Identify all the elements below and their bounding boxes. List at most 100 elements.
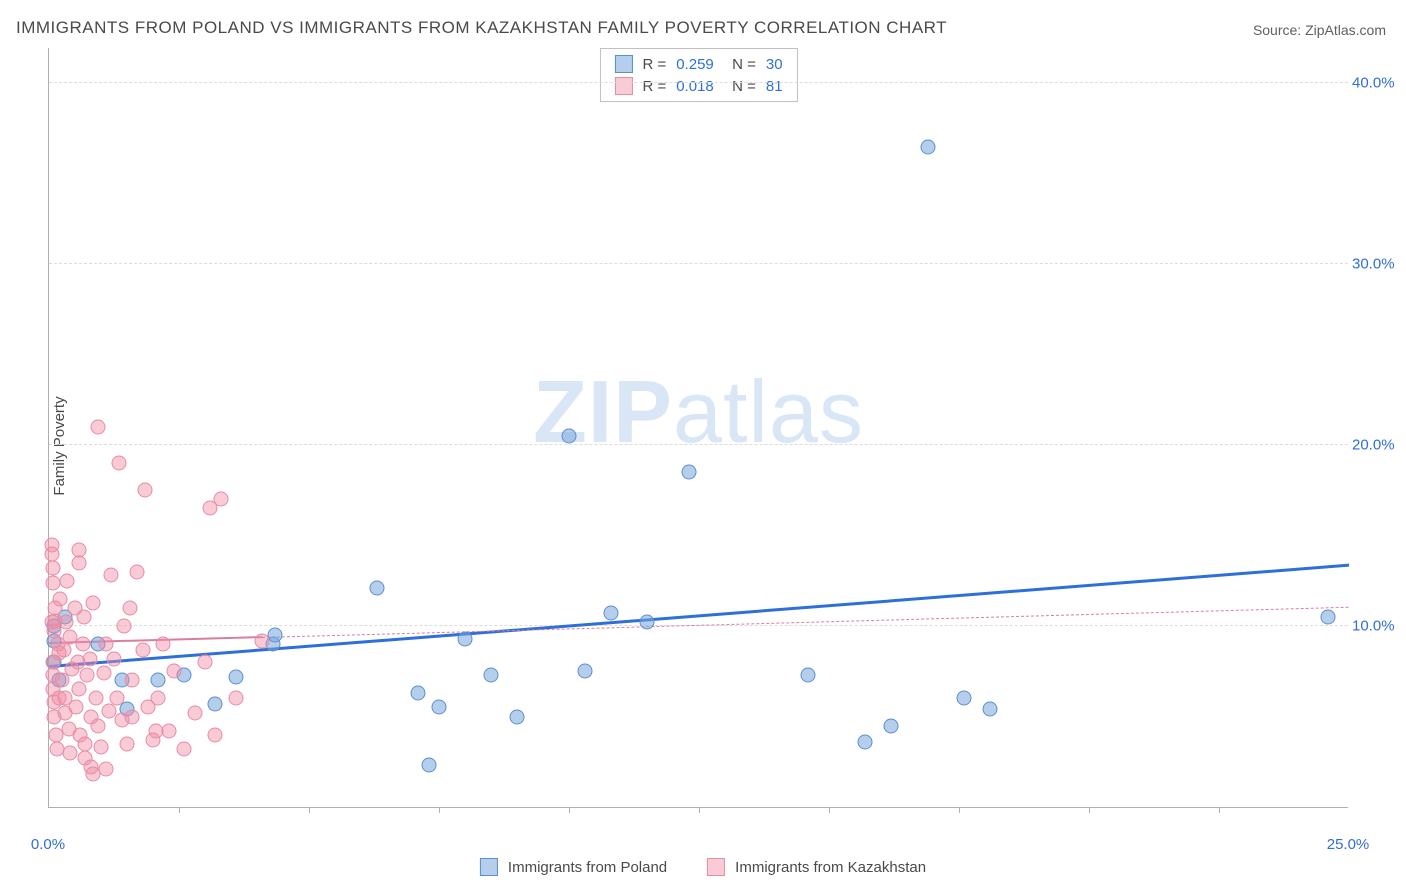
r-label: R = bbox=[642, 78, 666, 95]
data-point-kazakhstan bbox=[86, 595, 101, 610]
gridline bbox=[49, 263, 1348, 264]
data-point-poland bbox=[268, 628, 283, 643]
swatch-pink-icon bbox=[707, 858, 725, 876]
data-point-kazakhstan bbox=[94, 740, 109, 755]
source-attribution: Source: ZipAtlas.com bbox=[1253, 22, 1386, 38]
data-point-poland bbox=[484, 667, 499, 682]
data-point-kazakhstan bbox=[130, 564, 145, 579]
data-point-kazakhstan bbox=[79, 667, 94, 682]
n-label: N = bbox=[724, 56, 756, 73]
data-point-kazakhstan bbox=[69, 700, 84, 715]
data-point-kazakhstan bbox=[138, 483, 153, 498]
chart-title: IMMIGRANTS FROM POLAND VS IMMIGRANTS FRO… bbox=[16, 18, 947, 38]
data-point-kazakhstan bbox=[45, 546, 60, 561]
data-point-poland bbox=[884, 718, 899, 733]
data-point-kazakhstan bbox=[156, 637, 171, 652]
x-tick-mark bbox=[959, 807, 960, 813]
data-point-kazakhstan bbox=[99, 637, 114, 652]
x-tick-mark bbox=[439, 807, 440, 813]
x-tick-mark bbox=[1089, 807, 1090, 813]
data-point-kazakhstan bbox=[255, 633, 270, 648]
swatch-pink-icon bbox=[614, 77, 632, 95]
r-value-kazakhstan: 0.018 bbox=[676, 78, 714, 95]
data-point-poland bbox=[229, 669, 244, 684]
data-point-kazakhstan bbox=[104, 568, 119, 583]
data-point-poland bbox=[208, 696, 223, 711]
r-value-poland: 0.259 bbox=[676, 56, 714, 73]
data-point-kazakhstan bbox=[53, 591, 68, 606]
x-tick-mark bbox=[699, 807, 700, 813]
y-tick-label: 20.0% bbox=[1352, 437, 1404, 454]
data-point-kazakhstan bbox=[208, 727, 223, 742]
legend-item-kazakhstan: Immigrants from Kazakhstan bbox=[707, 858, 926, 876]
data-point-poland bbox=[920, 139, 935, 154]
data-point-poland bbox=[640, 615, 655, 630]
data-point-kazakhstan bbox=[62, 745, 77, 760]
n-label: N = bbox=[724, 78, 756, 95]
data-point-poland bbox=[432, 700, 447, 715]
data-point-kazakhstan bbox=[161, 724, 176, 739]
n-value-kazakhstan: 81 bbox=[766, 78, 783, 95]
data-point-kazakhstan bbox=[72, 543, 87, 558]
n-value-poland: 30 bbox=[766, 56, 783, 73]
gridline bbox=[49, 82, 1348, 83]
correlation-legend: R = 0.259 N = 30 R = 0.018 N = 81 bbox=[599, 48, 797, 102]
legend-label-kazakhstan: Immigrants from Kazakhstan bbox=[735, 859, 926, 876]
data-point-kazakhstan bbox=[198, 655, 213, 670]
x-tick-mark bbox=[309, 807, 310, 813]
r-label: R = bbox=[642, 56, 666, 73]
watermark: ZIPatlas bbox=[533, 361, 864, 463]
data-point-poland bbox=[1321, 610, 1336, 625]
watermark-rest: atlas bbox=[673, 362, 864, 461]
data-point-kazakhstan bbox=[59, 615, 74, 630]
source-prefix: Source: bbox=[1253, 22, 1305, 38]
data-point-kazakhstan bbox=[213, 492, 228, 507]
data-point-kazakhstan bbox=[125, 709, 140, 724]
data-point-kazakhstan bbox=[78, 736, 93, 751]
series-legend: Immigrants from Poland Immigrants from K… bbox=[480, 858, 926, 876]
data-point-poland bbox=[411, 686, 426, 701]
data-point-kazakhstan bbox=[107, 651, 122, 666]
data-point-poland bbox=[983, 702, 998, 717]
data-point-kazakhstan bbox=[109, 691, 124, 706]
data-point-kazakhstan bbox=[60, 573, 75, 588]
data-point-kazakhstan bbox=[229, 691, 244, 706]
data-point-kazakhstan bbox=[77, 610, 92, 625]
data-point-kazakhstan bbox=[112, 456, 127, 471]
data-point-kazakhstan bbox=[91, 718, 106, 733]
data-point-kazakhstan bbox=[91, 420, 106, 435]
legend-row-poland: R = 0.259 N = 30 bbox=[614, 53, 782, 75]
data-point-poland bbox=[369, 581, 384, 596]
data-point-kazakhstan bbox=[135, 642, 150, 657]
data-point-kazakhstan bbox=[71, 682, 86, 697]
y-tick-label: 10.0% bbox=[1352, 618, 1404, 635]
data-point-kazakhstan bbox=[96, 666, 111, 681]
data-point-poland bbox=[421, 758, 436, 773]
data-point-kazakhstan bbox=[125, 673, 140, 688]
x-tick-label: 25.0% bbox=[1327, 836, 1370, 840]
y-tick-label: 30.0% bbox=[1352, 256, 1404, 273]
swatch-blue-icon bbox=[480, 858, 498, 876]
watermark-bold: ZIP bbox=[533, 362, 673, 461]
data-point-poland bbox=[858, 734, 873, 749]
x-tick-mark bbox=[569, 807, 570, 813]
data-point-kazakhstan bbox=[177, 742, 192, 757]
source-link[interactable]: ZipAtlas.com bbox=[1305, 22, 1386, 38]
data-point-kazakhstan bbox=[75, 637, 90, 652]
x-tick-label: 0.0% bbox=[31, 836, 65, 840]
x-tick-mark bbox=[829, 807, 830, 813]
data-point-kazakhstan bbox=[187, 705, 202, 720]
data-point-poland bbox=[151, 673, 166, 688]
x-tick-mark bbox=[1219, 807, 1220, 813]
trend-line bbox=[262, 607, 1349, 638]
data-point-kazakhstan bbox=[88, 691, 103, 706]
legend-row-kazakhstan: R = 0.018 N = 81 bbox=[614, 75, 782, 97]
legend-label-poland: Immigrants from Poland bbox=[508, 859, 667, 876]
data-point-kazakhstan bbox=[99, 762, 114, 777]
data-point-kazakhstan bbox=[117, 619, 132, 634]
data-point-poland bbox=[562, 429, 577, 444]
y-tick-label: 40.0% bbox=[1352, 75, 1404, 92]
data-point-kazakhstan bbox=[151, 691, 166, 706]
data-point-poland bbox=[510, 709, 525, 724]
data-point-kazakhstan bbox=[166, 664, 181, 679]
